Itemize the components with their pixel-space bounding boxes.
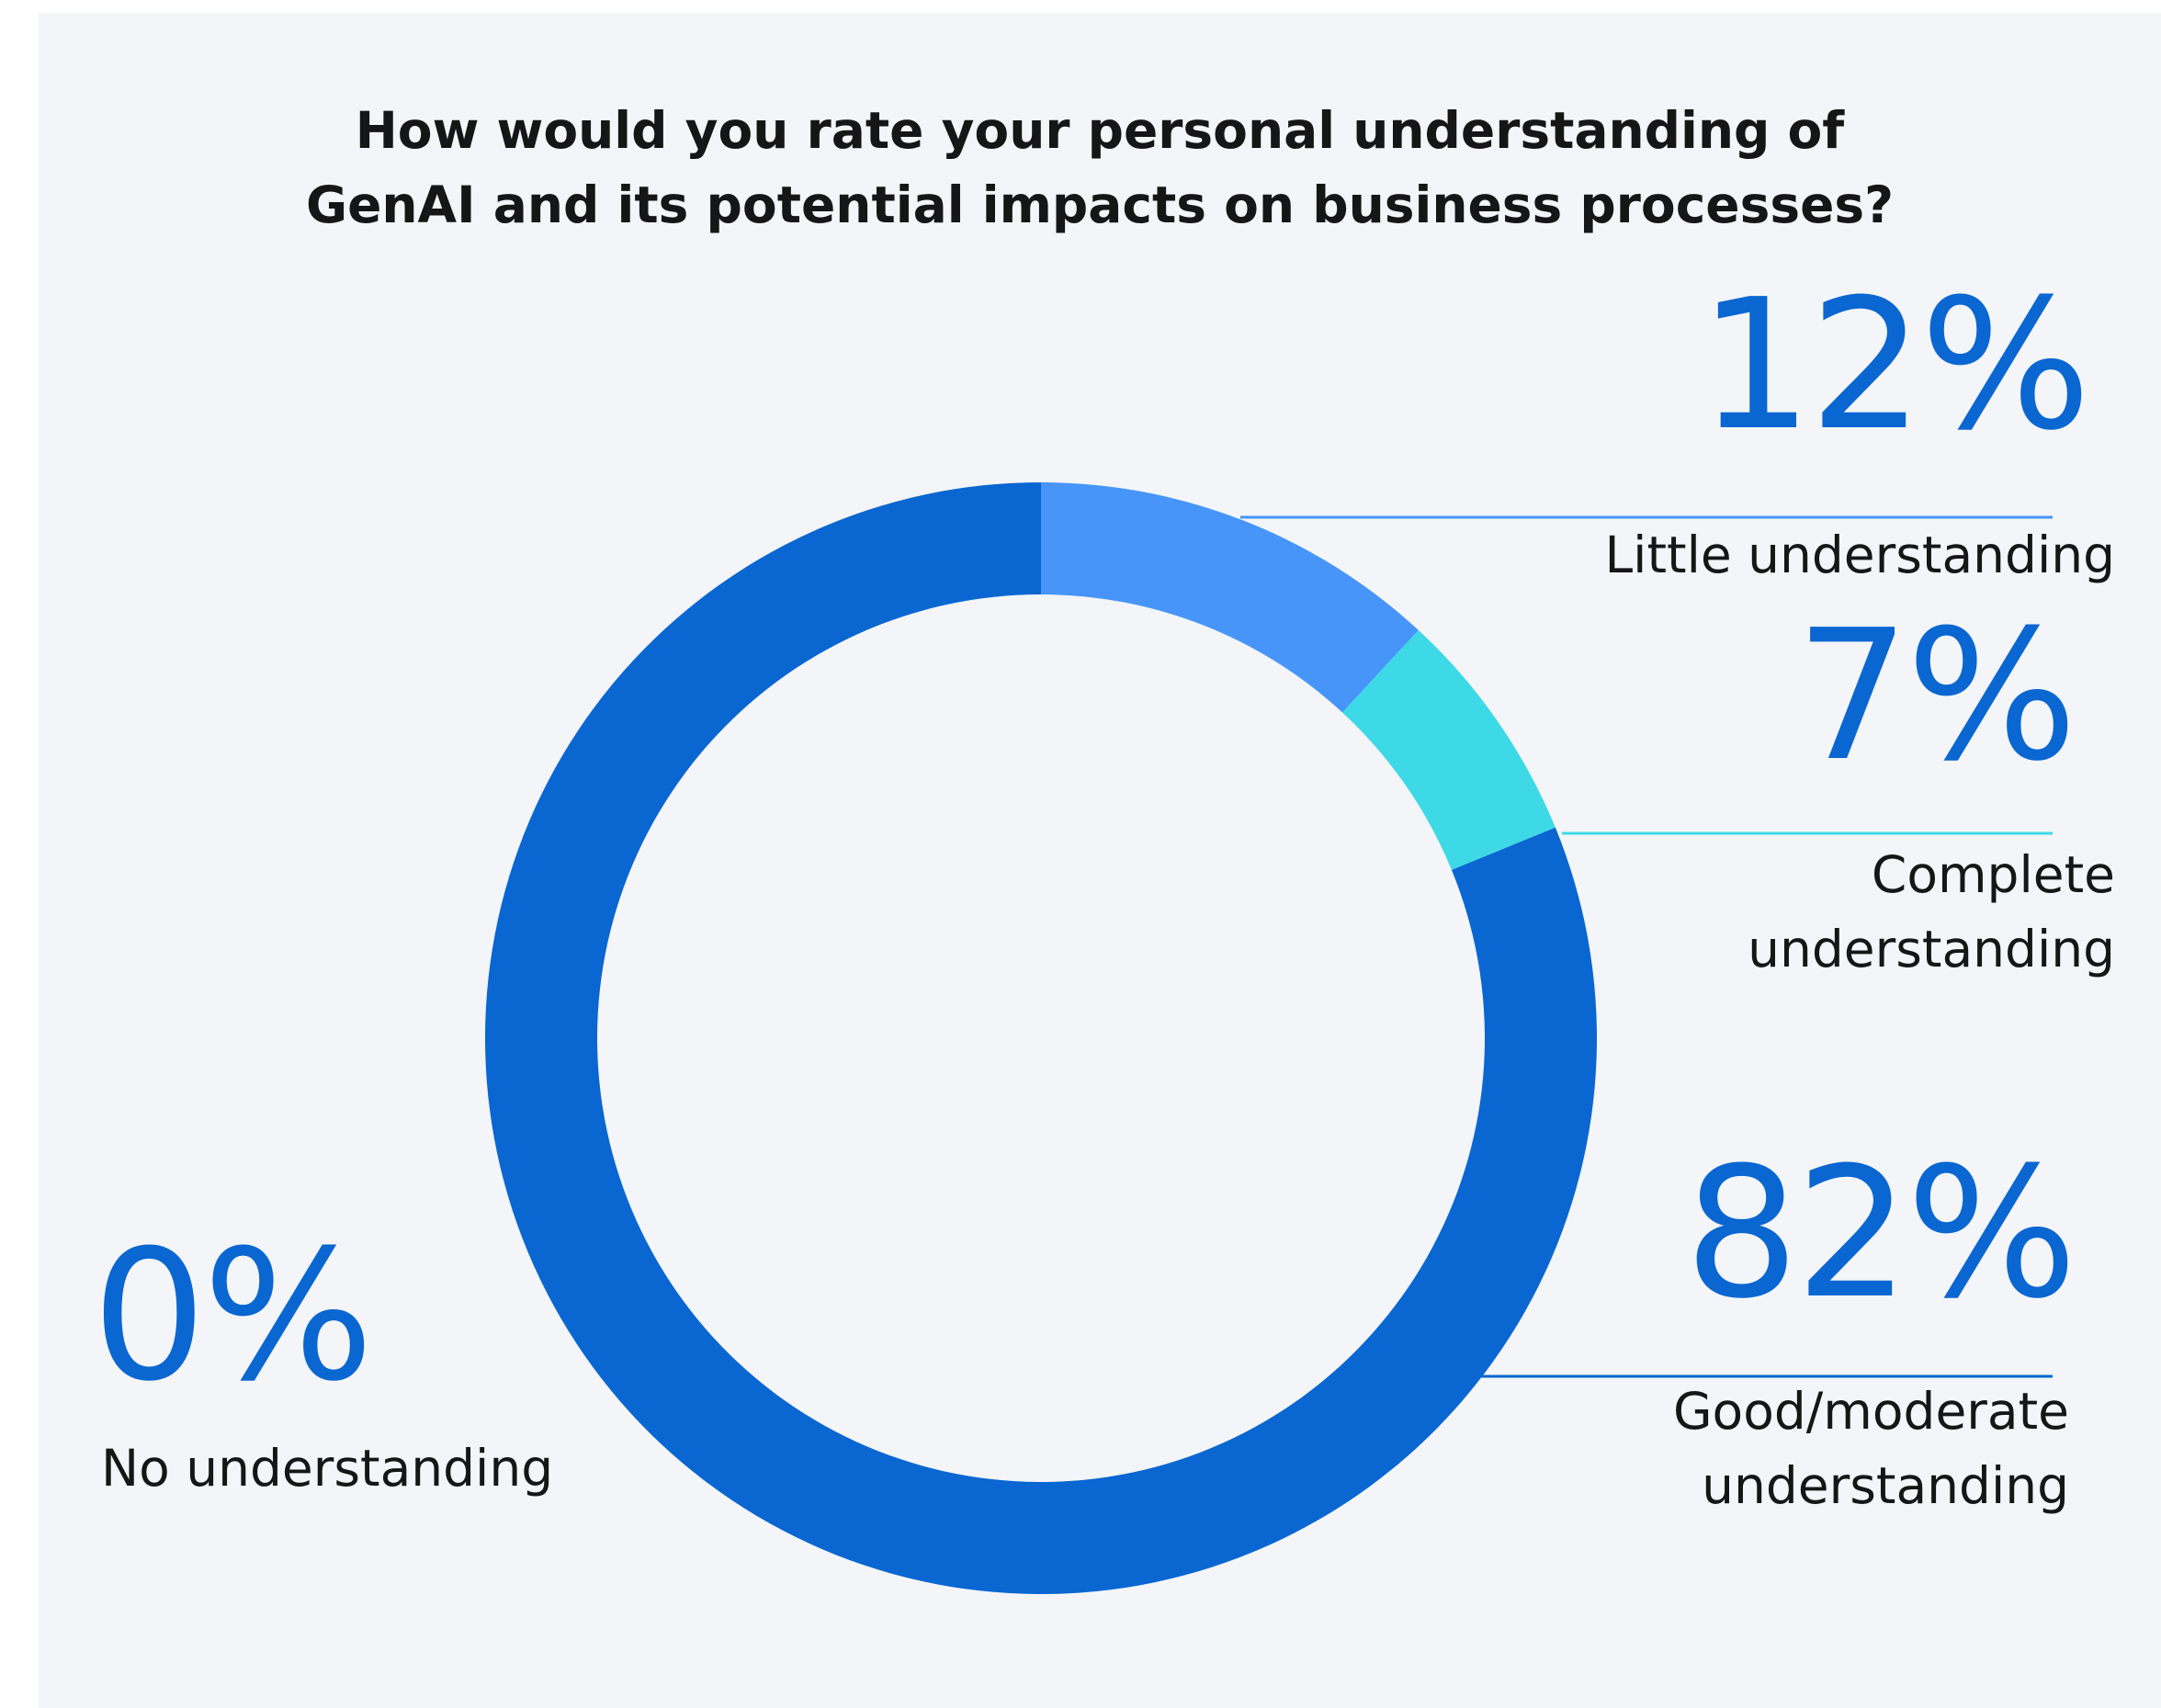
category-label-good: Good/moderate understanding [1673, 1374, 2069, 1523]
category-label-complete-line-2: understanding [1748, 920, 2115, 978]
chart-panel [39, 13, 2161, 1708]
value-label-little: 12% [1698, 261, 2091, 470]
category-label-good-line-1: Good/moderate [1672, 1382, 2069, 1441]
category-label-good-line-2: understanding [1702, 1456, 2069, 1515]
category-label-none-line-1: No understanding [101, 1439, 554, 1498]
value-label-good: 82% [1684, 1129, 2077, 1339]
chart-title-line-1: How would you rate your personal underst… [355, 101, 1845, 160]
category-label-little: Little understanding [1605, 518, 2115, 593]
slice-complete [1341, 629, 1556, 870]
category-label-none: No understanding [101, 1431, 553, 1506]
chart-title-line-2: GenAI and its potential impacts on busin… [305, 175, 1895, 234]
category-label-complete-line-1: Complete [1871, 845, 2115, 904]
category-label-little-line-1: Little understanding [1604, 526, 2115, 584]
value-label-complete: 7% [1795, 592, 2077, 801]
donut-slices [485, 482, 1598, 1594]
slice-little [1041, 482, 1419, 713]
value-label-none: 0% [92, 1212, 374, 1421]
leader-lines [1240, 515, 2053, 1378]
category-label-complete: Complete understanding [1748, 838, 2115, 987]
chart-title: How would you rate your personal underst… [0, 94, 2161, 243]
